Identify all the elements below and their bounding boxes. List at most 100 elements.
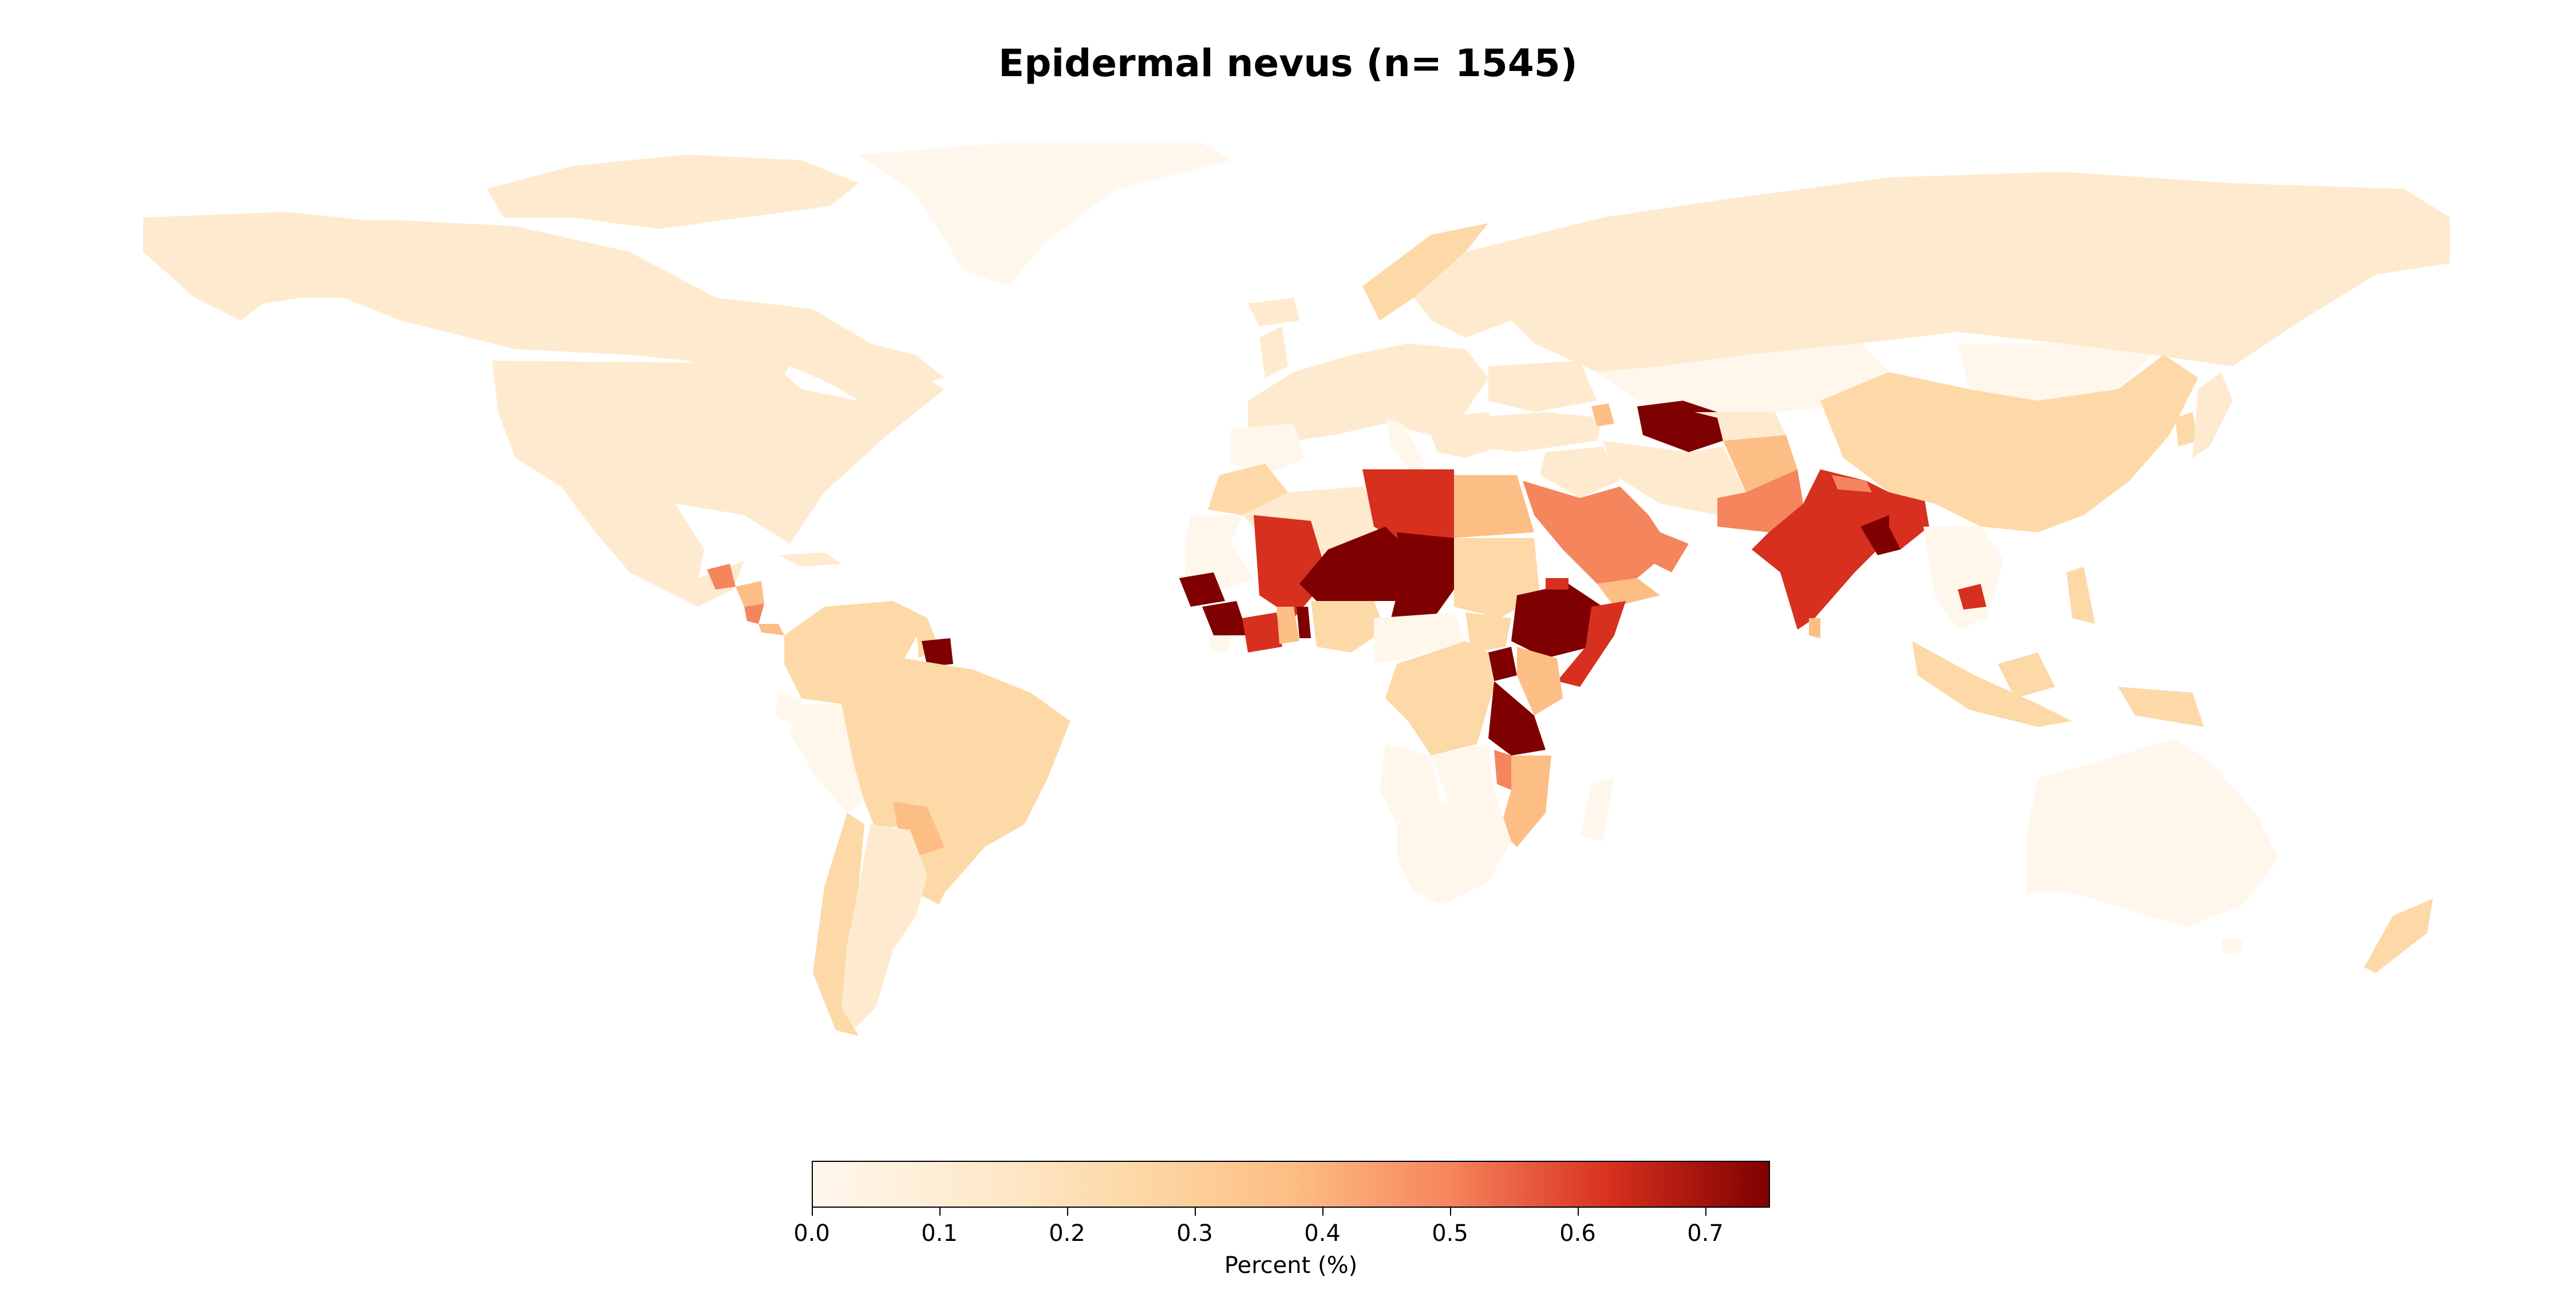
country-new-zealand[interactable] xyxy=(2364,899,2433,973)
colorbar-tick-label: 0.0 xyxy=(793,1220,830,1247)
country-japan[interactable] xyxy=(2192,372,2233,458)
country-uruguay[interactable] xyxy=(922,876,950,904)
arctic-islands[interactable] xyxy=(487,155,859,229)
country-indonesia[interactable] xyxy=(1912,641,2072,727)
country-egypt[interactable] xyxy=(1454,475,1534,538)
colorbar-tick-label: 0.7 xyxy=(1687,1220,1724,1247)
country-italy[interactable] xyxy=(1385,418,1425,475)
country-australia[interactable] xyxy=(2026,738,2278,927)
country-papua[interactable] xyxy=(2118,687,2204,727)
country-yemen[interactable] xyxy=(1597,578,1660,607)
country-south-sudan[interactable] xyxy=(1465,612,1511,652)
country-southern-africa[interactable] xyxy=(1397,790,1511,904)
country-cameroon-car[interactable] xyxy=(1374,612,1465,664)
country-mexico[interactable] xyxy=(561,487,744,607)
country-angola[interactable] xyxy=(1380,744,1443,824)
country-iraq-syria[interactable] xyxy=(1540,446,1620,498)
country-honduras[interactable] xyxy=(736,581,764,607)
country-togo-benin[interactable] xyxy=(1297,607,1311,638)
country-kazakhstan[interactable] xyxy=(1597,343,1889,412)
country-nepal[interactable] xyxy=(1832,475,1872,492)
country-india[interactable] xyxy=(1752,469,1923,630)
colorbar-tick xyxy=(1195,1208,1196,1216)
country-spain[interactable] xyxy=(1231,424,1305,475)
country-usa[interactable] xyxy=(492,361,945,544)
country-korea[interactable] xyxy=(2175,412,2198,446)
country-turkey[interactable] xyxy=(1465,412,1603,452)
country-georgia-armenia[interactable] xyxy=(1591,404,1614,426)
country-saudi-arabia[interactable] xyxy=(1523,481,1672,584)
country-ivory-coast[interactable] xyxy=(1242,612,1282,652)
colorbar-gradient xyxy=(812,1161,1770,1208)
country-uzbekistan[interactable] xyxy=(1694,412,1786,441)
country-oman[interactable] xyxy=(1649,532,1689,572)
country-guinea[interactable] xyxy=(1202,601,1248,635)
western-europe[interactable] xyxy=(1248,343,1488,441)
country-russia[interactable] xyxy=(1511,172,2450,372)
country-ethiopia[interactable] xyxy=(1511,584,1603,658)
country-madagascar[interactable] xyxy=(1580,778,1614,841)
country-brazil[interactable] xyxy=(841,652,1070,893)
country-iran[interactable] xyxy=(1603,441,1746,515)
colorbar: 0.0 0.1 0.2 0.3 0.4 0.5 0.6 0.7 Percent … xyxy=(793,1161,1770,1279)
country-pakistan[interactable] xyxy=(1717,469,1803,532)
country-suriname[interactable] xyxy=(922,638,953,667)
colorbar-tick-label: 0.6 xyxy=(1559,1220,1596,1247)
colorbar-tick-label: 0.2 xyxy=(1049,1220,1085,1247)
country-uk[interactable] xyxy=(1259,326,1288,378)
country-borneo[interactable] xyxy=(1998,652,2055,698)
colorbar-tick xyxy=(1450,1208,1451,1216)
country-myanmar[interactable] xyxy=(1889,492,1929,549)
country-afghanistan[interactable] xyxy=(1723,435,1797,492)
country-philippines[interactable] xyxy=(2067,567,2095,624)
country-somalia[interactable] xyxy=(1557,601,1626,687)
colorbar-tick-label: 0.5 xyxy=(1432,1220,1468,1247)
country-sweden-finland[interactable] xyxy=(1414,240,1534,338)
country-chile[interactable] xyxy=(813,813,864,1036)
colorbar-tick xyxy=(812,1208,813,1216)
country-peru[interactable] xyxy=(790,704,870,813)
country-venezuela[interactable] xyxy=(824,601,927,658)
country-mongolia[interactable] xyxy=(1958,343,2152,401)
colorbar-tick xyxy=(1705,1208,1706,1216)
country-ukraine[interactable] xyxy=(1488,361,1597,412)
country-eritrea[interactable] xyxy=(1546,578,1568,590)
country-norway[interactable] xyxy=(1362,223,1488,321)
map-title: Epidermal nevus (n= 1545) xyxy=(998,41,1578,85)
country-iceland[interactable] xyxy=(1248,298,1299,326)
country-zambia[interactable] xyxy=(1431,744,1494,801)
country-sierra-leone[interactable] xyxy=(1208,635,1231,652)
country-china[interactable] xyxy=(1820,355,2198,532)
country-niger[interactable] xyxy=(1299,527,1408,601)
country-nicaragua[interactable] xyxy=(744,604,764,624)
colorbar-tick-label: 0.1 xyxy=(921,1220,958,1247)
colorbar-tick xyxy=(939,1208,941,1216)
country-guatemala[interactable] xyxy=(707,564,736,590)
country-nigeria[interactable] xyxy=(1311,601,1385,652)
colorbar-tick xyxy=(1578,1208,1579,1216)
country-western-sahara[interactable] xyxy=(1185,515,1242,544)
colorbar-tick xyxy=(1067,1208,1068,1216)
country-alaska[interactable] xyxy=(143,212,395,321)
colorbar-tick-label: 0.3 xyxy=(1176,1220,1213,1247)
country-panama[interactable] xyxy=(758,624,784,635)
country-greenland[interactable] xyxy=(859,143,1231,286)
country-argentina[interactable] xyxy=(841,824,927,1030)
country-malawi[interactable] xyxy=(1494,750,1511,790)
country-colombia[interactable] xyxy=(784,607,864,704)
country-tanzania[interactable] xyxy=(1488,681,1546,756)
country-southeast-asia[interactable] xyxy=(1923,527,2004,630)
country-chad[interactable] xyxy=(1391,532,1454,630)
country-uganda[interactable] xyxy=(1488,647,1517,681)
country-drc[interactable] xyxy=(1385,641,1494,756)
caribbean-islands[interactable] xyxy=(779,552,841,567)
country-kenya[interactable] xyxy=(1517,647,1563,715)
country-cambodia[interactable] xyxy=(1958,584,1986,610)
country-mozambique[interactable] xyxy=(1500,756,1551,847)
country-ghana[interactable] xyxy=(1277,607,1299,644)
country-senegal[interactable] xyxy=(1179,572,1225,607)
country-sri-lanka[interactable] xyxy=(1809,618,1820,638)
colorbar-tick xyxy=(1322,1208,1323,1216)
country-tasmania[interactable] xyxy=(2221,939,2244,956)
